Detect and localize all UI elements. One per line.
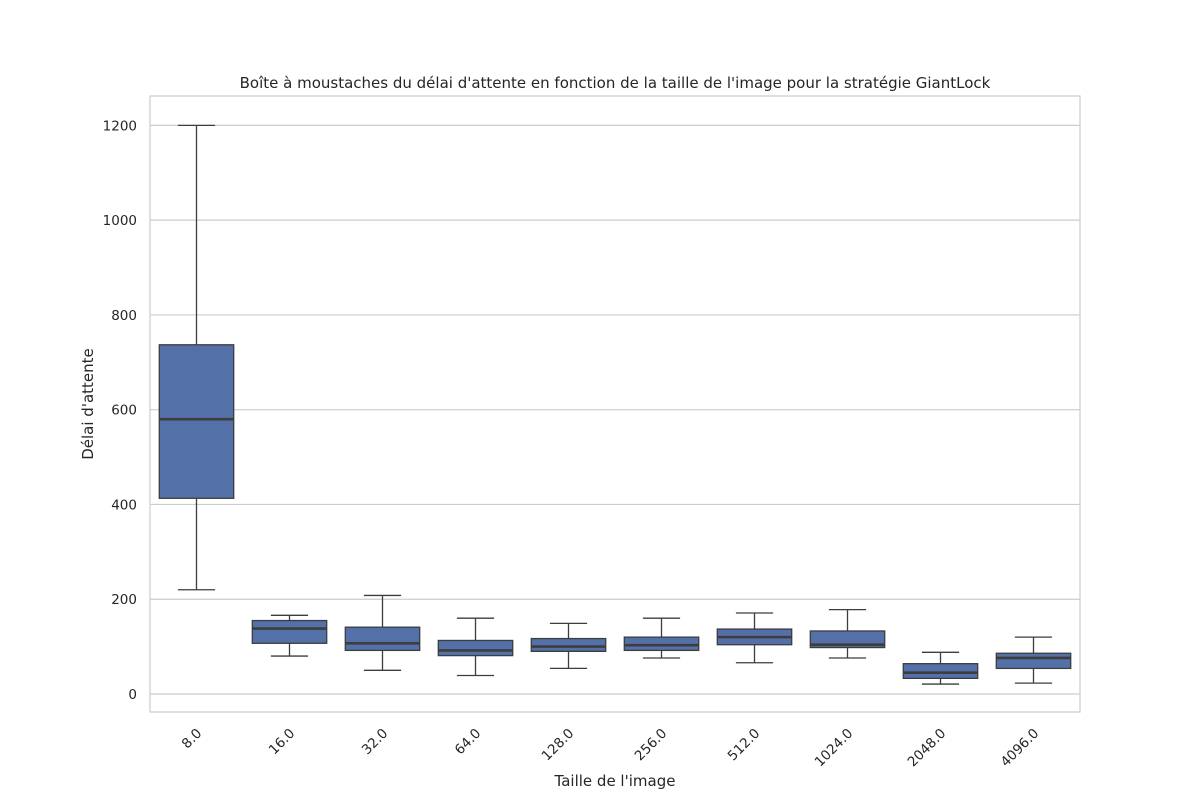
box-plot-item bbox=[809, 608, 886, 659]
iqr-box bbox=[158, 344, 235, 499]
box-plot-item bbox=[530, 622, 607, 670]
iqr-box bbox=[902, 663, 979, 680]
box-plot-item bbox=[623, 617, 700, 659]
y-tick-label: 400 bbox=[111, 497, 137, 513]
y-axis-label: Délai d'attente bbox=[79, 348, 97, 460]
chart-title: Boîte à moustaches du délai d'attente en… bbox=[240, 74, 991, 92]
y-tick-label: 0 bbox=[128, 687, 137, 703]
iqr-box bbox=[623, 636, 700, 652]
box-series bbox=[158, 124, 1072, 685]
y-tick-label: 600 bbox=[111, 403, 137, 419]
iqr-box bbox=[251, 619, 328, 644]
box-plot-item bbox=[902, 651, 979, 685]
iqr-box bbox=[530, 637, 607, 652]
y-tick-label: 200 bbox=[111, 592, 137, 608]
x-axis-label: Taille de l'image bbox=[554, 772, 676, 790]
box-plot-item bbox=[995, 636, 1072, 684]
box-plot-item bbox=[158, 124, 235, 591]
box-plot-item bbox=[344, 594, 421, 671]
grid-lines bbox=[150, 124, 1080, 695]
y-tick-labels: 0 200 400 600 800 1000 1200 bbox=[103, 118, 137, 703]
iqr-box bbox=[809, 630, 886, 649]
plot-frame bbox=[149, 95, 1081, 713]
box-plot-item bbox=[437, 617, 514, 677]
y-tick-label: 800 bbox=[111, 308, 137, 324]
iqr-box bbox=[995, 652, 1072, 670]
box-plot-item bbox=[251, 614, 328, 657]
iqr-box bbox=[344, 626, 421, 652]
box-plot-item bbox=[716, 612, 793, 664]
iqr-box bbox=[437, 639, 514, 657]
y-tick-label: 1200 bbox=[103, 118, 137, 134]
y-tick-label: 1000 bbox=[103, 213, 137, 229]
